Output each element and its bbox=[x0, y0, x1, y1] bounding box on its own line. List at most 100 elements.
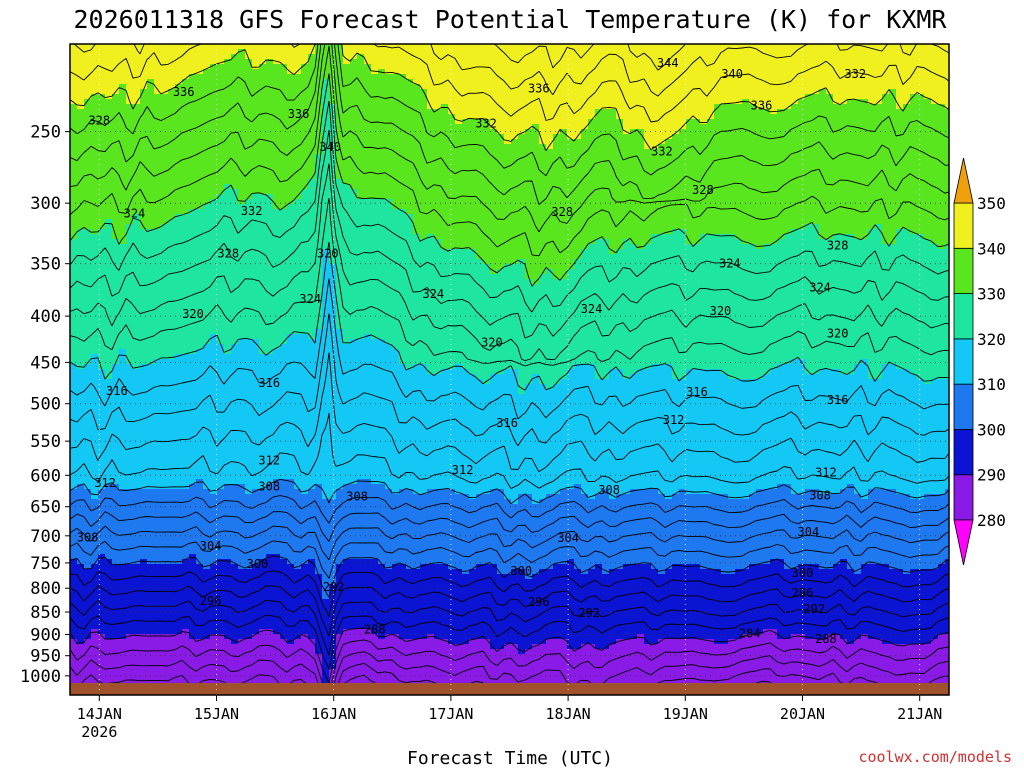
field-cell bbox=[147, 99, 155, 105]
field-cell bbox=[91, 454, 99, 460]
field-cell bbox=[322, 389, 330, 395]
field-cell bbox=[294, 94, 302, 100]
field-cell bbox=[70, 79, 78, 85]
field-cell bbox=[252, 324, 260, 330]
field-cell bbox=[119, 294, 127, 300]
field-cell bbox=[280, 234, 288, 240]
field-cell bbox=[77, 109, 85, 115]
field-cell bbox=[238, 624, 246, 630]
field-cell bbox=[308, 359, 316, 365]
field-cell bbox=[189, 49, 197, 55]
field-cell bbox=[91, 134, 99, 140]
field-cell bbox=[329, 339, 337, 345]
field-cell bbox=[224, 209, 232, 215]
field-cell bbox=[203, 659, 211, 665]
field-cell bbox=[322, 479, 330, 485]
field-cell bbox=[175, 424, 183, 430]
field-cell bbox=[238, 404, 246, 410]
field-cell bbox=[266, 679, 274, 685]
field-cell bbox=[154, 424, 162, 430]
field-cell bbox=[203, 464, 211, 470]
field-cell bbox=[84, 154, 92, 160]
field-cell bbox=[259, 339, 267, 345]
field-cell bbox=[287, 449, 295, 455]
field-cell bbox=[287, 134, 295, 140]
field-cell bbox=[231, 494, 239, 500]
field-cell bbox=[252, 219, 260, 225]
field-cell bbox=[112, 224, 120, 230]
field-cell bbox=[84, 449, 92, 455]
field-cell bbox=[245, 149, 253, 155]
field-cell bbox=[259, 599, 267, 605]
field-cell bbox=[147, 459, 155, 465]
field-cell bbox=[189, 214, 197, 220]
field-cell bbox=[266, 109, 274, 115]
field-cell bbox=[154, 264, 162, 270]
field-cell bbox=[112, 449, 120, 455]
field-cell bbox=[84, 399, 92, 405]
field-cell bbox=[217, 164, 225, 170]
field-cell bbox=[105, 389, 113, 395]
field-cell bbox=[294, 614, 302, 620]
field-cell bbox=[245, 519, 253, 525]
field-cell bbox=[308, 94, 316, 100]
field-cell bbox=[287, 199, 295, 205]
field-cell bbox=[119, 609, 127, 615]
field-cell bbox=[84, 669, 92, 675]
field-cell bbox=[182, 564, 190, 570]
field-cell bbox=[147, 569, 155, 575]
field-cell bbox=[140, 49, 148, 55]
field-cell bbox=[280, 529, 288, 535]
field-cell bbox=[70, 439, 78, 445]
field-cell bbox=[112, 59, 120, 65]
field-cell bbox=[231, 404, 239, 410]
field-cell bbox=[168, 234, 176, 240]
field-cell bbox=[168, 194, 176, 200]
field-cell bbox=[126, 674, 134, 680]
field-cell bbox=[238, 144, 246, 150]
field-cell bbox=[126, 279, 134, 285]
field-cell bbox=[98, 599, 106, 605]
field-cell bbox=[301, 519, 309, 525]
field-cell bbox=[259, 44, 267, 50]
field-cell bbox=[259, 619, 267, 625]
field-cell bbox=[126, 254, 134, 260]
field-cell bbox=[280, 274, 288, 280]
field-cell bbox=[84, 479, 92, 485]
field-cell bbox=[322, 524, 330, 530]
field-cell bbox=[175, 109, 183, 115]
field-cell bbox=[231, 349, 239, 355]
field-cell bbox=[133, 669, 141, 675]
field-cell bbox=[112, 539, 120, 545]
field-cell bbox=[301, 184, 309, 190]
field-cell bbox=[196, 459, 204, 465]
field-cell bbox=[168, 569, 176, 575]
field-cell bbox=[175, 609, 183, 615]
field-cell bbox=[196, 539, 204, 545]
field-cell bbox=[245, 594, 253, 600]
field-cell bbox=[84, 44, 92, 50]
field-cell bbox=[210, 484, 218, 490]
field-cell bbox=[112, 364, 120, 370]
field-cell bbox=[77, 454, 85, 460]
field-cell bbox=[182, 559, 190, 565]
field-cell bbox=[189, 69, 197, 75]
field-cell bbox=[231, 269, 239, 275]
field-cell bbox=[336, 69, 344, 75]
field-cell bbox=[98, 389, 106, 395]
field-cell bbox=[196, 449, 204, 455]
field-cell bbox=[175, 339, 183, 345]
field-cell bbox=[175, 209, 183, 215]
field-cell bbox=[98, 69, 106, 75]
field-cell bbox=[147, 384, 155, 390]
field-cell bbox=[266, 459, 274, 465]
field-cell bbox=[126, 664, 134, 670]
field-cell bbox=[161, 419, 169, 425]
field-cell bbox=[203, 129, 211, 135]
field-cell bbox=[210, 374, 218, 380]
field-cell bbox=[238, 409, 246, 415]
field-cell bbox=[154, 249, 162, 255]
field-cell bbox=[245, 284, 253, 290]
field-cell bbox=[224, 499, 232, 505]
field-cell bbox=[77, 579, 85, 585]
